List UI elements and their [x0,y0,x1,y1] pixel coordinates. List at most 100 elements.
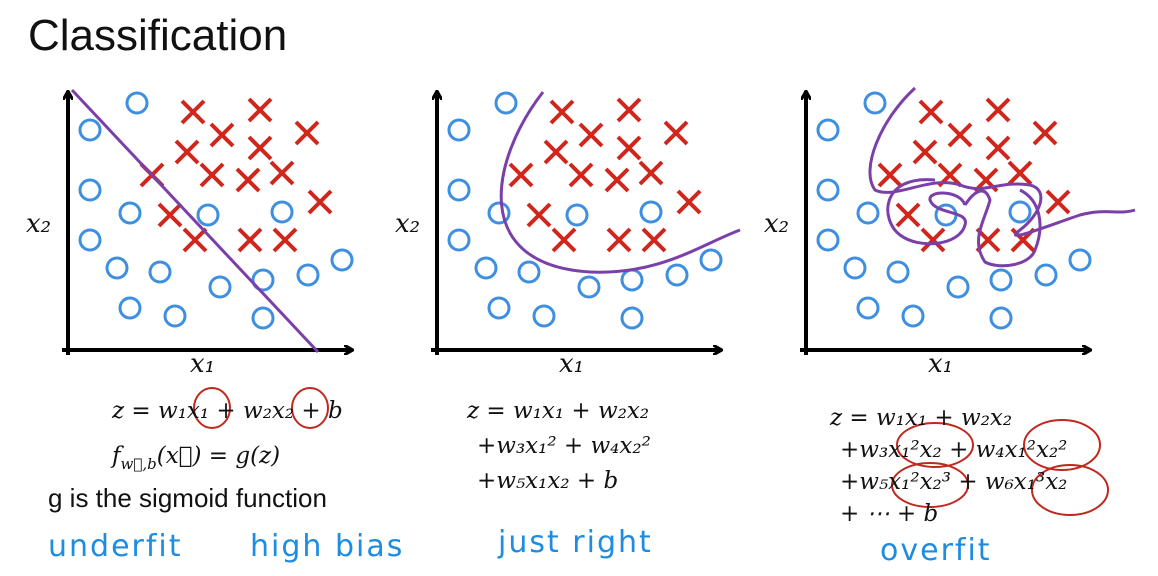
cross-point [551,227,577,253]
circle-point [447,178,471,202]
equation: fw⃗,b(x⃗) = g(z) [110,443,280,473]
cross-point [549,99,575,125]
circle-point [1034,263,1058,287]
f-base: f [110,443,124,469]
cross-point [543,139,569,165]
plots [62,92,1090,355]
circle-point [665,263,689,287]
circle-point [620,306,644,330]
y-axis-label: x₂ [764,209,789,239]
circle-point [843,256,867,280]
cross-point [272,227,298,253]
x-axis-label: x₁ [559,349,584,379]
circle-point [447,228,471,252]
circle-point [447,118,471,142]
handwritten-label: just right [497,525,653,560]
texts: x₁ x₂ x₁ x₂ x₁ x₂ z = w₁x₁ + w₂x₂ + b fw⃗,b(x⃗)… [26,209,1067,568]
circle-point [78,118,102,142]
boundary [70,88,320,354]
cross-point [157,202,183,228]
cross-point [199,162,225,188]
cross-point [526,202,552,228]
circle-point [856,296,880,320]
circle-point [816,118,840,142]
circle-point [118,201,142,225]
cross-point [1032,120,1058,146]
cross-point [985,97,1011,123]
cross-point [604,167,630,193]
cross-point [985,135,1011,161]
cross-point [209,122,235,148]
circle-point [620,268,644,292]
circle-point [946,275,970,299]
cross-point [174,139,200,165]
x-axis-label: x₁ [928,349,953,379]
x-axis-label: x₁ [190,349,215,379]
circle-point [78,228,102,252]
equation: + ⋯ + b [840,501,938,527]
circle-point [639,200,663,224]
cross-point [237,227,263,253]
cross-point [638,160,664,186]
f-rest: (x⃗) = g(z) [157,443,280,469]
handwritten-label: high bias [250,529,404,564]
cross-point [920,227,946,253]
equation: +w₅x₁x₂ + b [477,468,618,494]
circle-point [863,91,887,115]
cross-point [918,99,944,125]
cross-point [307,189,333,215]
circle-point [125,91,149,115]
circle-point [78,178,102,202]
equation: +w₃x₁² + w₄x₂² [477,433,651,459]
circle-point [105,256,129,280]
circle-point [517,260,541,284]
cross-point [1045,189,1071,215]
circle-point [474,256,498,280]
circle-point [816,228,840,252]
circle-point [270,200,294,224]
cross-point [235,167,261,193]
circle-point [816,178,840,202]
handwritten-label: underfit [48,529,183,564]
cross-point [508,162,534,188]
annotations [193,387,1109,516]
y-axis-label: x₂ [395,209,420,239]
cross-point [247,97,273,123]
cross-point [578,122,604,148]
title: Classification [28,11,287,60]
circle-point [251,268,275,292]
circle-point [196,203,220,227]
cross-point [182,227,208,253]
circle-point [148,260,172,284]
equation: +w₃x₁²x₂ + w₄x₁²x₂² [840,437,1067,463]
circle-point [163,304,187,328]
cross-point [947,122,973,148]
circle-point [565,203,589,227]
circle-point [989,306,1013,330]
circle-point [989,268,1013,292]
cross-point [180,99,206,125]
f-sub: w⃗,b [121,455,157,473]
cross-point [1007,160,1033,186]
y-axis-label: x₂ [26,209,51,239]
equation: z = w₁x₁ + w₂x₂ [466,398,649,424]
circle-point [296,263,320,287]
circle-point [118,296,142,320]
cross-point [641,227,667,253]
cross-point [269,160,295,186]
cross-point [247,135,273,161]
cross-point [294,120,320,146]
circle-point [330,248,354,272]
circle-point [886,260,910,284]
cross-point [676,189,702,215]
handwritten-label: overfit [880,533,992,568]
circle-point [487,201,511,225]
cross-point [606,227,632,253]
circle-point [494,91,518,115]
cross-point [912,139,938,165]
circle-point [532,304,556,328]
note: g is the sigmoid function [48,483,327,513]
cross-point [616,135,642,161]
circle-point [856,201,880,225]
